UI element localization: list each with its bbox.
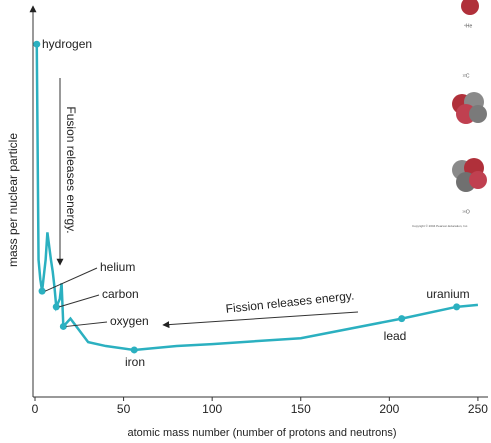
data-point bbox=[59, 322, 67, 330]
fission-arrow bbox=[162, 311, 359, 329]
x-tick-label: 250 bbox=[468, 402, 488, 416]
x-tick-label: 0 bbox=[32, 402, 39, 416]
point-label: carbon bbox=[102, 287, 139, 301]
inset-label: ⁴He bbox=[464, 23, 473, 29]
point-label: iron bbox=[125, 355, 145, 369]
point-label: helium bbox=[100, 260, 135, 274]
point-label: lead bbox=[384, 329, 407, 343]
leader-line bbox=[66, 321, 108, 327]
data-point bbox=[453, 303, 461, 311]
data-point bbox=[130, 346, 138, 354]
inset-label: ¹⁶O bbox=[462, 209, 470, 215]
data-point bbox=[33, 40, 41, 48]
x-tick-label: 200 bbox=[379, 402, 399, 416]
x-tick-label: 50 bbox=[117, 402, 131, 416]
point-label: oxygen bbox=[110, 314, 149, 328]
x-tick-label: 150 bbox=[291, 402, 311, 416]
data-point bbox=[52, 303, 60, 311]
fission-annotation: Fission releases energy. bbox=[225, 288, 355, 315]
nucleus-images bbox=[452, 0, 487, 192]
leader-line bbox=[59, 294, 100, 308]
leader-line bbox=[44, 267, 98, 292]
inset-label: ¹²C bbox=[463, 73, 470, 79]
data-point bbox=[38, 287, 46, 295]
y-axis-label: mass per nuclear particle bbox=[6, 133, 20, 267]
point-label: hydrogen bbox=[42, 37, 92, 51]
inset-label: Copyright © 2004 Pearson Education, Inc. bbox=[412, 224, 468, 228]
fusion-annotation: Fusion releases energy. bbox=[64, 106, 78, 233]
point-label: uranium bbox=[426, 287, 469, 301]
data-point bbox=[398, 315, 406, 323]
x-axis-label: atomic mass number (number of protons an… bbox=[127, 427, 396, 439]
x-tick-label: 100 bbox=[202, 402, 222, 416]
